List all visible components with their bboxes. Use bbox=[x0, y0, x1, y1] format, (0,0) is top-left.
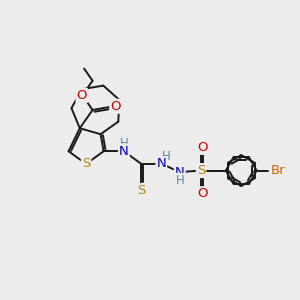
Text: S: S bbox=[197, 164, 205, 177]
Text: H: H bbox=[176, 174, 185, 187]
Text: Br: Br bbox=[271, 164, 285, 177]
Text: N: N bbox=[156, 157, 166, 170]
Text: N: N bbox=[119, 145, 129, 158]
Text: O: O bbox=[110, 100, 121, 113]
Text: S: S bbox=[82, 158, 90, 170]
Text: O: O bbox=[76, 89, 87, 102]
Text: S: S bbox=[137, 184, 145, 197]
Text: N: N bbox=[175, 166, 184, 178]
Text: H: H bbox=[162, 150, 171, 163]
Text: H: H bbox=[120, 137, 128, 150]
Text: O: O bbox=[197, 187, 208, 200]
Text: O: O bbox=[197, 141, 208, 154]
